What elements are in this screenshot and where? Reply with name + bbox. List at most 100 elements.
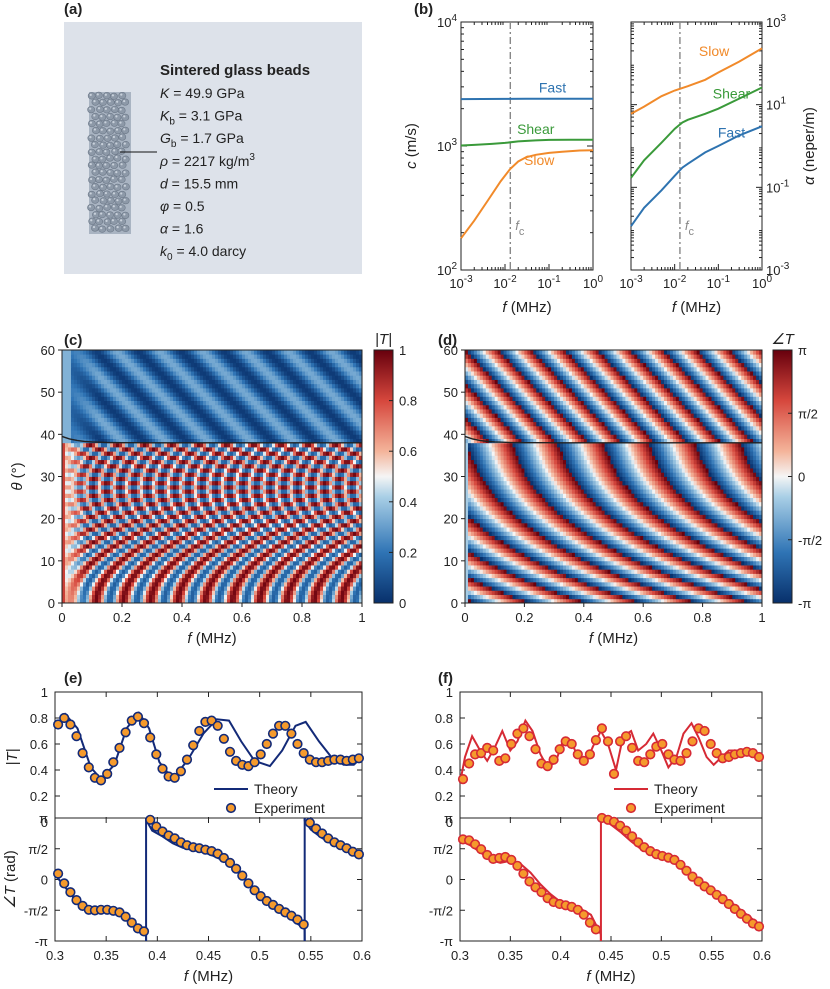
heatmap-cell [128, 556, 132, 562]
heatmap-cell [200, 598, 204, 603]
heatmap-cell [110, 493, 114, 498]
heatmap-cell [236, 577, 240, 583]
heatmap-cell [122, 459, 126, 465]
heatmap-cell [83, 484, 87, 490]
heatmap-cell [119, 484, 123, 490]
heatmap-cell [173, 581, 177, 587]
heatmap-cell [212, 560, 216, 566]
heatmap-cell [200, 417, 204, 423]
heatmap-cell [353, 569, 357, 574]
heatmap-cell [221, 459, 225, 465]
bead [110, 92, 118, 100]
heatmap-cell [209, 510, 213, 515]
heatmap-cell [194, 434, 198, 439]
heatmap-cell [170, 590, 174, 595]
heatmap-cell [188, 577, 192, 583]
heatmap-cell [197, 417, 201, 423]
heatmap-cell [143, 493, 147, 498]
heatmap-cell [335, 539, 339, 545]
heatmap-cell [185, 468, 189, 473]
heatmap-cell [152, 514, 156, 520]
heatmap-cell [239, 480, 243, 486]
heatmap-cell [221, 565, 225, 570]
heatmap-cell [242, 527, 246, 532]
heatmap-cell [68, 489, 72, 494]
heatmap-cell [221, 434, 225, 439]
heatmap-cell [140, 573, 144, 579]
heatmap-cell [242, 480, 246, 486]
heatmap-cell [320, 581, 324, 587]
heatmap-cell [176, 506, 180, 511]
heatmap-cell [290, 421, 294, 427]
sample-param: α = 1.6 [160, 221, 204, 237]
heatmap-cell [194, 577, 198, 583]
heatmap-cell [299, 552, 303, 558]
heatmap-cell [95, 577, 99, 583]
heatmap-cell [248, 581, 252, 587]
heatmap-cell [119, 543, 123, 549]
heatmap-cell [341, 569, 345, 574]
heatmap-cell [299, 459, 303, 465]
heatmap-cell [170, 489, 174, 494]
heatmap-cell [119, 413, 123, 418]
heatmap-cell [275, 434, 279, 439]
heatmap-cell [239, 552, 243, 558]
heatmap-cell [209, 421, 213, 427]
bead-highlight [93, 157, 96, 160]
heatmap-cell [305, 501, 309, 507]
heatmap-cell [203, 463, 207, 469]
heatmap-cell [317, 552, 321, 558]
heatmap-cell [284, 489, 288, 494]
heatmap-cell [167, 598, 171, 603]
heatmap-cell [284, 472, 288, 477]
heatmap-cell [128, 560, 132, 566]
heatmap-cell [266, 476, 270, 482]
heatmap-cell [188, 430, 192, 435]
heatmap-cell [74, 556, 78, 562]
heatmap-cell [350, 455, 354, 461]
heatmap-cell [281, 506, 285, 511]
bead [121, 169, 130, 177]
heatmap-cell [185, 527, 189, 532]
heatmap-cell [221, 468, 225, 473]
heatmap-cell [335, 434, 339, 439]
heatmap-cell [164, 455, 168, 461]
heatmap-cell [179, 590, 183, 595]
heatmap-cell [278, 535, 282, 541]
heatmap-cell [137, 560, 141, 566]
heatmap-cell [116, 548, 120, 553]
heatmap-cell [224, 438, 228, 444]
heatmap-cell [119, 518, 123, 524]
heatmap-cell [251, 480, 255, 486]
heatmap-cell [320, 489, 324, 494]
heatmap-cell [251, 577, 255, 583]
heatmap-cell [296, 451, 300, 456]
bead [117, 120, 126, 128]
heatmap-cell [209, 480, 213, 486]
heatmap-cell [269, 560, 273, 566]
heatmap-cell [251, 506, 255, 511]
heatmap-cell [176, 446, 180, 452]
heatmap-cell [185, 480, 189, 486]
bead [118, 217, 127, 225]
heatmap-cell [314, 573, 318, 579]
heatmap-cell [149, 581, 153, 587]
heatmap-cell [305, 560, 309, 566]
heatmap-cell [65, 455, 69, 461]
heatmap-cell [164, 565, 168, 570]
heatmap-cell [119, 434, 123, 439]
heatmap-cell [272, 535, 276, 541]
heatmap-cell [122, 535, 126, 541]
heatmap-cell [293, 506, 297, 511]
heatmap-cell [95, 468, 99, 473]
heatmap-cell [206, 594, 210, 600]
heatmap-cell [95, 586, 99, 591]
heatmap-cell [341, 468, 345, 473]
heatmap-cell [335, 586, 339, 591]
heatmap-cell [224, 522, 228, 528]
heatmap-cell [92, 590, 96, 595]
heatmap-cell [350, 577, 354, 583]
heatmap-cell [263, 480, 267, 486]
heatmap-cell [194, 430, 198, 435]
heatmap-cell [203, 598, 207, 603]
